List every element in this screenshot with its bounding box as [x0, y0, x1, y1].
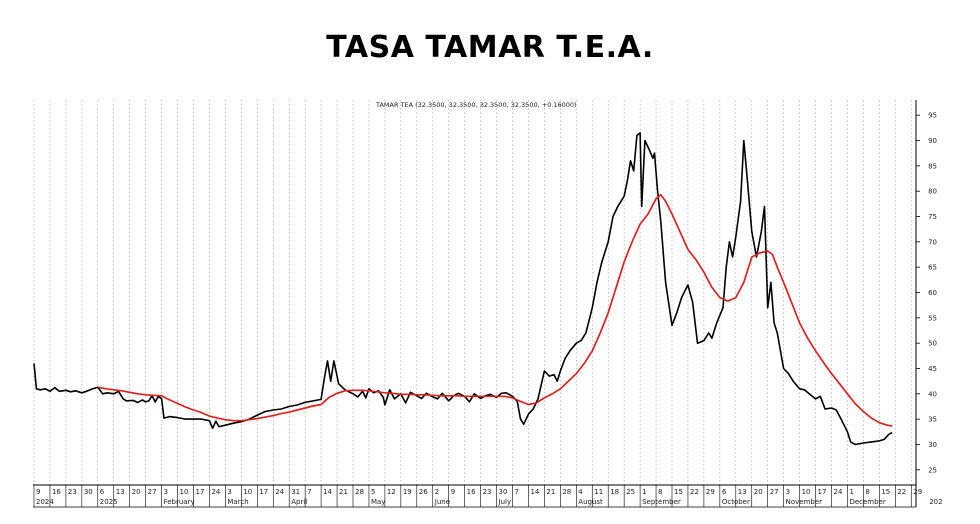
- x-tick-label: 6: [722, 488, 727, 496]
- x-tick-label: 7: [307, 488, 311, 496]
- x-month-label: February: [164, 498, 195, 506]
- x-tick-label: 9: [451, 488, 455, 496]
- x-month-label: August: [578, 498, 603, 506]
- chart-title: TASA TAMAR T.E.A.: [326, 30, 654, 65]
- x-axis: 9 16 23 30 6 13 20 27 3 10 17 24 3 10 17 24 31 7 14 21 28 5 12…: [33, 485, 943, 507]
- x-tick-label: 27: [770, 488, 779, 496]
- x-tick-label: 23: [68, 488, 77, 496]
- x-month-label: December: [849, 498, 885, 506]
- x-month-label: April: [291, 498, 307, 506]
- x-tick-label: 15: [881, 488, 890, 496]
- x-tick-label: 26: [419, 488, 428, 496]
- x-tick-label: 1: [642, 488, 646, 496]
- y-tick-label: 40: [928, 390, 937, 398]
- y-tick-label: 35: [928, 416, 937, 424]
- x-tick-label: 20: [754, 488, 763, 496]
- x-tick-label: 31: [291, 488, 300, 496]
- x-tick-label: 15: [674, 488, 683, 496]
- x-month-label: May: [371, 498, 385, 506]
- x-month-label: March: [227, 498, 248, 506]
- y-tick-label: 25: [928, 466, 937, 474]
- x-tick-label: 13: [738, 488, 747, 496]
- x-tick-label: 22: [690, 488, 699, 496]
- x-tick-label: 24: [834, 488, 843, 496]
- y-tick-label: 75: [928, 213, 937, 221]
- x-tick-label: 4: [578, 488, 583, 496]
- x-tick-label: 2: [435, 488, 439, 496]
- x-tick-label: 29: [706, 488, 715, 496]
- y-tick-label: 50: [928, 340, 937, 348]
- x-tick-label: 22: [897, 488, 906, 496]
- x-tick-label: 7: [515, 488, 519, 496]
- y-tick-label: 95: [928, 112, 937, 120]
- y-tick-label: 30: [928, 441, 937, 449]
- x-month-label: June: [434, 498, 450, 506]
- x-month-label: July: [498, 498, 512, 506]
- x-tick-label: 19: [403, 488, 412, 496]
- y-tick-label: 80: [928, 188, 937, 196]
- tamar-tea-line: [33, 132, 893, 446]
- x-tick-label: 17: [259, 488, 268, 496]
- series-lines: [33, 132, 893, 446]
- y-tick-label: 90: [928, 137, 937, 145]
- x-tick-label: 9: [36, 488, 40, 496]
- x-tick-label: 14: [530, 488, 539, 496]
- x-tick-label: 21: [546, 488, 555, 496]
- x-tick-label: 8: [865, 488, 869, 496]
- x-tick-label: 16: [52, 488, 61, 496]
- moving-average-line: [97, 193, 893, 428]
- x-tick-label: 29: [913, 488, 922, 496]
- x-month-label: November: [786, 498, 823, 506]
- x-tick-label: 18: [610, 488, 619, 496]
- x-tick-label: 24: [211, 488, 220, 496]
- y-axis: 25 30 35 40 45 50 55 60 65 70 75 80 85 90 95: [916, 112, 937, 474]
- x-tick-label: 14: [323, 488, 332, 496]
- x-tick-label: 1: [849, 488, 853, 496]
- x-tick-label: 13: [116, 488, 125, 496]
- x-tick-label: 5: [371, 488, 375, 496]
- x-tick-label: 3: [164, 488, 168, 496]
- x-tick-label: 8: [658, 488, 662, 496]
- x-tick-label: 23: [483, 488, 492, 496]
- y-tick-label: 85: [928, 162, 937, 170]
- y-tick-label: 65: [928, 264, 937, 272]
- x-month-label: 2024: [36, 498, 54, 506]
- x-tick-label: 28: [355, 488, 364, 496]
- y-tick-label: 45: [928, 365, 937, 373]
- x-tick-label: 3: [227, 488, 231, 496]
- y-tick-label: 55: [928, 314, 937, 322]
- x-tick-label: 16: [467, 488, 476, 496]
- x-tick-label: 25: [626, 488, 635, 496]
- x-month-label: 202: [929, 498, 942, 506]
- x-tick-label: 10: [243, 488, 252, 496]
- plot-frame: [33, 100, 917, 508]
- y-tick-label: 60: [928, 289, 937, 297]
- x-tick-label: 6: [100, 488, 105, 496]
- x-month-label: October: [722, 498, 750, 506]
- x-tick-label: 11: [594, 488, 603, 496]
- x-tick-label: 21: [339, 488, 348, 496]
- x-month-label: September: [642, 498, 681, 506]
- x-tick-label: 10: [180, 488, 189, 496]
- x-tick-label: 30: [499, 488, 508, 496]
- x-tick-label: 3: [786, 488, 790, 496]
- y-tick-label: 70: [928, 238, 937, 246]
- x-tick-label: 30: [84, 488, 93, 496]
- x-tick-label: 17: [196, 488, 205, 496]
- x-tick-label: 12: [387, 488, 396, 496]
- x-tick-label: 20: [132, 488, 141, 496]
- x-month-label: 2025: [100, 498, 118, 506]
- x-tick-label: 27: [148, 488, 157, 496]
- x-tick-label: 17: [818, 488, 827, 496]
- x-tick-label: 28: [562, 488, 571, 496]
- grid-lines: [33, 100, 912, 485]
- series-legend: TAMAR TEA (32.3500, 32.3500, 32.3500, 32…: [375, 101, 577, 109]
- x-tick-label: 24: [275, 488, 284, 496]
- x-tick-label: 10: [802, 488, 811, 496]
